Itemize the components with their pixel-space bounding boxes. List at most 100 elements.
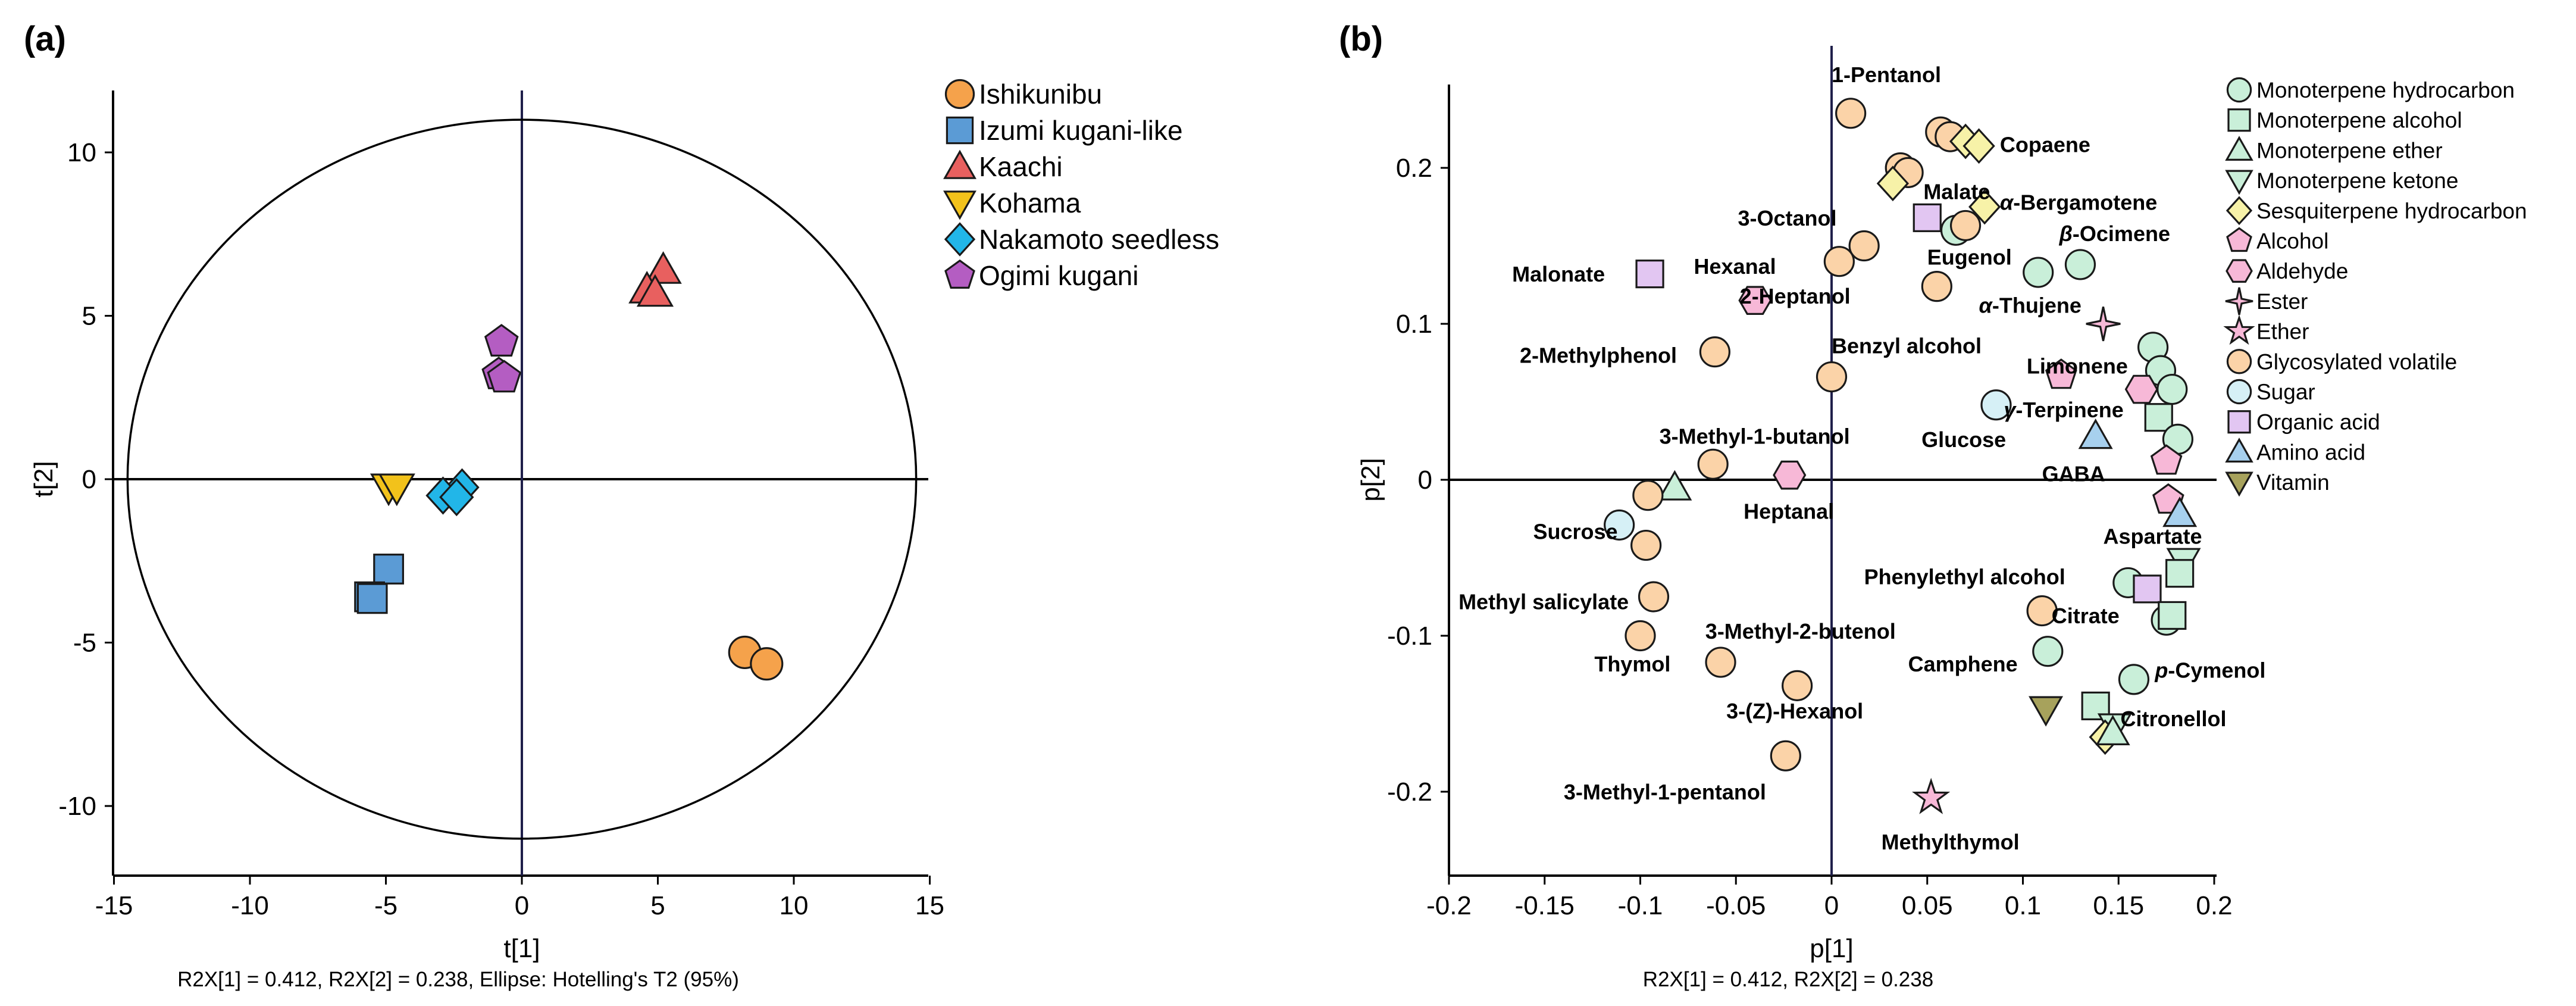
- variable-label: Phenylethyl alcohol: [1864, 564, 2065, 589]
- x-tick-label: 5: [650, 891, 665, 920]
- point-kohama: [378, 473, 415, 507]
- legend-marker: [2226, 227, 2252, 252]
- point-glycosylated-volatile: [1632, 480, 1664, 511]
- point-glycosylated-volatile: [1782, 670, 1813, 701]
- point-monoterpene-hydrocarbon: [2023, 257, 2054, 288]
- variable-label: 3-Octanol: [1738, 206, 1836, 230]
- y-axis-label: p[2]: [1356, 458, 1385, 501]
- legend-marker: [944, 79, 975, 110]
- y-tick-label: 5: [82, 302, 96, 331]
- legend-label: Monoterpene hydrocarbon: [2256, 78, 2515, 102]
- variable-label: Limonene: [2027, 354, 2128, 379]
- point-monoterpene-ether: [1657, 470, 1692, 501]
- point-sugar: [1604, 509, 1635, 541]
- variable-label: 2-Methylphenol: [1520, 343, 1677, 367]
- x-axis-label: p[1]: [1810, 934, 1853, 963]
- y-ticks: 10 5 0 -5 -10: [58, 138, 113, 821]
- variable-label: Hexanal: [1694, 254, 1776, 279]
- point-monoterpene-alcohol: [2144, 403, 2173, 432]
- legend-label: Sugar: [2256, 380, 2315, 404]
- point-ester: [2086, 306, 2121, 342]
- point-monoterpene-hydrocarbon: [2064, 249, 2096, 280]
- legend-label: Glycosylated volatile: [2256, 349, 2457, 374]
- point-aldehyde: [2124, 374, 2158, 404]
- variable-label: Aspartate: [2104, 524, 2202, 548]
- legend-marker: [943, 149, 976, 179]
- point-glycosylated-volatile: [1697, 448, 1729, 480]
- variable-label: Thymol: [1594, 652, 1670, 676]
- legend-label: Ether: [2256, 320, 2309, 344]
- footnote: R2X[1] = 0.412, R2X[2] = 0.238: [1643, 968, 1933, 991]
- point-sesquiterpene-hydrocarbon: [1876, 165, 1910, 202]
- variable-label: Sucrose: [1533, 519, 1617, 543]
- legend: Ishikunibu Izumi kugani-like Kaachi Kohama N…: [943, 79, 1219, 291]
- legend-marker: [2226, 259, 2253, 283]
- variable-label: 3-(Z)-Hexanol: [1726, 699, 1863, 723]
- legend-marker: [944, 222, 976, 257]
- y-axis-label: t[2]: [29, 461, 58, 497]
- x-tick-label: 0.15: [2093, 891, 2144, 920]
- y-tick-label: -0.2: [1387, 777, 1432, 807]
- y-tick-label: 0: [82, 465, 96, 494]
- point-glycosylated-volatile: [1848, 230, 1880, 262]
- y-tick-label: 10: [67, 138, 96, 167]
- y-tick-label: -5: [73, 629, 96, 658]
- scatter-points: [354, 251, 784, 681]
- legend-marker: [2227, 108, 2251, 132]
- legend-label: Monoterpene ether: [2256, 138, 2443, 163]
- y-tick-label: 0: [1418, 465, 1432, 495]
- variable-label: 3-Methyl-2-butenol: [1705, 619, 1896, 643]
- panel-label-b: (b): [1339, 20, 1383, 58]
- x-tick-label: -0.2: [1426, 891, 1472, 920]
- legend-label: Izumi kugani-like: [979, 115, 1183, 146]
- legend-marker: [944, 259, 975, 289]
- variable-label: γ-Terpinene: [2004, 398, 2123, 422]
- point-vitamin: [2029, 696, 2064, 727]
- point-ogimi-kugani: [484, 324, 519, 357]
- point-monoterpene-alcohol: [2165, 559, 2195, 588]
- point-glycosylated-volatile: [1949, 210, 1982, 242]
- x-ticks: -0.2 -0.15 -0.1 -0.05 0 0.05 0.1 0.15 0.2: [1426, 876, 2233, 920]
- legend-marker: [2226, 77, 2252, 103]
- legend-marker: [2226, 349, 2252, 374]
- point-sesquiterpene-hydrocarbon: [1962, 128, 1995, 164]
- variable-label: Citrate: [2052, 604, 2120, 628]
- legend: Monoterpene hydrocarbon Monoterpene alcoh…: [2223, 77, 2527, 497]
- x-tick-label: 0.2: [2196, 891, 2232, 920]
- x-tick-label: -10: [231, 891, 269, 920]
- point-glycosylated-volatile: [1770, 740, 1801, 771]
- point-alcohol: [2045, 358, 2077, 389]
- legend-label: Aldehyde: [2256, 259, 2348, 283]
- variable-label: Glucose: [1921, 427, 2006, 452]
- legend-label: Alcohol: [2256, 229, 2328, 254]
- variable-label: Eugenol: [1927, 245, 2012, 269]
- legend-label: Vitamin: [2256, 470, 2330, 495]
- variable-label: Malonate: [1512, 262, 1605, 286]
- point-sesquiterpene-hydrocarbon: [1968, 189, 2001, 225]
- point-monoterpene-hydrocarbon: [2032, 636, 2064, 667]
- legend-label: Organic acid: [2256, 410, 2380, 435]
- point-ether: [1912, 777, 1951, 814]
- point-monoterpene-ether: [2095, 714, 2130, 746]
- x-tick-label: -0.15: [1515, 891, 1575, 920]
- legend-label: Monoterpene ketone: [2256, 168, 2458, 193]
- point-nakamoto-seedless: [439, 478, 474, 517]
- point-izumi-kugani-like: [356, 583, 388, 614]
- footnote: R2X[1] = 0.412, R2X[2] = 0.238, Ellipse:…: [177, 968, 739, 991]
- legend-label: Nakamoto seedless: [979, 224, 1219, 255]
- panel-a: (a) -15 -10 -5 0 5 10 15 10 5 0 -5 -10 t[1] t[2] R…: [24, 20, 1219, 991]
- point-monoterpene-alcohol: [2158, 601, 2187, 630]
- x-tick-label: -5: [374, 891, 397, 920]
- legend-label: Kohama: [979, 188, 1081, 218]
- variable-label: Copaene: [2000, 133, 2090, 157]
- ellipse-shape: [126, 118, 918, 840]
- panel-label-a: (a): [24, 20, 66, 58]
- point-ishikunibu: [750, 647, 784, 681]
- hotelling-ellipse: [126, 118, 918, 840]
- variable-label: Citronellol: [2120, 707, 2226, 731]
- point-glycosylated-volatile: [1816, 361, 1848, 393]
- point-glycosylated-volatile: [1705, 646, 1736, 678]
- y-tick-label: 0.2: [1396, 154, 1432, 183]
- legend-label: Ester: [2256, 289, 2308, 314]
